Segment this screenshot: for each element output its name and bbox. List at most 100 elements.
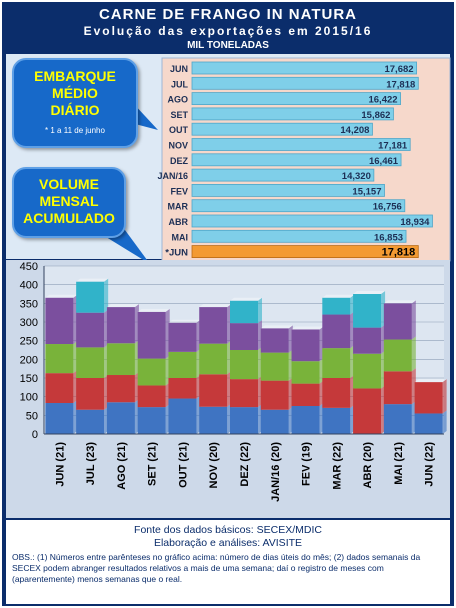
- monthly-bar-segment: [106, 375, 135, 403]
- daily-bar-value-label: 14,320: [342, 171, 371, 182]
- monthly-bar-segment: [291, 383, 320, 406]
- monthly-bar-segment: [137, 358, 166, 386]
- daily-bar-category-label: ABR: [169, 217, 189, 227]
- daily-bar: [191, 122, 373, 136]
- daily-bar-category-label: AGO: [167, 95, 188, 105]
- monthly-bar-segment: [168, 378, 197, 399]
- daily-average-callout: EMBARQUE MÉDIO DIÁRIO * 1 a 11 de junho: [12, 58, 138, 148]
- monthly-bar-segment-side: [442, 410, 447, 434]
- daily-bar-value-label: 16,853: [374, 232, 403, 243]
- unit-label: MIL TONELADAS: [187, 40, 269, 51]
- monthly-bar-segment: [168, 398, 197, 434]
- monthly-bar-segment: [230, 323, 258, 350]
- monthly-bar-top: [168, 319, 201, 323]
- monthly-x-category-label: DEZ (22): [239, 442, 251, 487]
- monthly-bar-top: [322, 294, 355, 298]
- analysis-note: Elaboração e análises: AVISITE: [153, 537, 303, 549]
- daily-bar-value-label: 15,157: [352, 186, 381, 197]
- daily-bar-category-label: SET: [170, 110, 188, 120]
- daily-bar-category-label: JAN/16: [157, 171, 188, 181]
- daily-bar-category-label: NOV: [168, 141, 188, 151]
- monthly-bar-segment: [199, 406, 228, 434]
- monthly-y-tick-label: 300: [20, 317, 38, 329]
- daily-bar: [191, 153, 402, 167]
- monthly-bar-segment: [76, 312, 105, 348]
- daily-bar-value-label: 17,818: [382, 247, 416, 259]
- daily-bar: [191, 168, 375, 182]
- source-note: Fonte dos dados básicos: SECEX/MDIC: [134, 524, 322, 536]
- monthly-bar-segment: [291, 361, 320, 384]
- monthly-bar-segment: [45, 403, 74, 434]
- monthly-bar-segment: [322, 348, 351, 378]
- monthly-x-category-label: FEV (19): [301, 442, 313, 486]
- monthly-bar-segment: [414, 413, 443, 434]
- monthly-bar-segment: [383, 371, 412, 405]
- monthly-x-category-label: OUT (21): [177, 442, 189, 488]
- monthly-bar-segment: [383, 339, 412, 372]
- daily-bar-category-label: MAI: [172, 232, 189, 242]
- monthly-bar-top: [45, 294, 78, 298]
- monthly-bar-segment: [260, 380, 289, 410]
- monthly-bar-segment: [383, 404, 412, 434]
- monthly-bar-segment: [230, 300, 258, 324]
- monthly-bar-top: [353, 291, 386, 294]
- daily-bar-value-label: 15,862: [361, 110, 390, 121]
- monthly-bar-segment: [137, 311, 166, 359]
- monthly-y-tick-label: 350: [20, 298, 38, 310]
- monthly-bar-top: [106, 304, 139, 308]
- daily-bar: [191, 183, 385, 197]
- monthly-bar-segment: [45, 344, 74, 374]
- monthly-callout-line2: MENSAL: [39, 193, 99, 209]
- monthly-bar-top: [230, 297, 262, 301]
- monthly-x-category-label: NOV (20): [208, 442, 220, 489]
- daily-bar-category-label: JUN: [170, 64, 188, 74]
- monthly-bar-segment: [414, 382, 443, 414]
- monthly-volume-callout: VOLUME MENSAL ACUMULADO: [12, 167, 126, 238]
- daily-bar: [191, 245, 419, 259]
- monthly-bar-segment: [168, 351, 197, 378]
- daily-bar: [191, 229, 407, 243]
- monthly-y-tick-label: 250: [20, 336, 38, 348]
- daily-bar: [191, 199, 406, 213]
- daily-callout-line1: EMBARQUE: [34, 68, 116, 84]
- monthly-bar-top: [383, 300, 416, 304]
- daily-bar-category-label: DEZ: [170, 156, 189, 166]
- monthly-bar-segment: [76, 281, 105, 313]
- monthly-bar-top: [414, 379, 447, 383]
- monthly-bar-segment: [260, 352, 289, 381]
- monthly-bar-segment: [168, 322, 197, 352]
- monthly-x-category-label: AGO (21): [116, 442, 128, 490]
- page-title: CARNE DE FRANGO IN NATURA: [98, 6, 358, 23]
- monthly-bar-segment: [322, 314, 351, 349]
- daily-bar: [191, 92, 401, 105]
- monthly-callout-line3: ACUMULADO: [23, 210, 115, 226]
- monthly-x-category-label: SET (21): [147, 442, 159, 486]
- daily-bar-category-label: *JUN: [165, 248, 188, 259]
- daily-bar-value-label: 16,422: [368, 95, 397, 106]
- footer-notes: Fonte dos dados básicos: SECEX/MDIC Elab…: [6, 520, 450, 604]
- daily-bar-value-label: 17,818: [386, 79, 415, 90]
- monthly-bar-segment: [45, 373, 74, 404]
- monthly-bar-segment: [322, 407, 351, 434]
- monthly-bar-segment-side: [411, 336, 416, 372]
- daily-bar-value-label: 16,756: [373, 202, 402, 213]
- monthly-bar-segment-side: [104, 278, 109, 313]
- monthly-bar-top: [76, 278, 109, 282]
- daily-bar-category-label: OUT: [169, 125, 189, 135]
- daily-bar: [191, 107, 394, 121]
- monthly-bar-segment: [230, 350, 258, 380]
- monthly-bar-segment-side: [411, 300, 416, 340]
- monthly-bar-top: [291, 326, 324, 330]
- monthly-bar-segment: [353, 353, 382, 389]
- monthly-bar-segment: [137, 407, 166, 434]
- monthly-bar-segment: [291, 406, 320, 434]
- monthly-y-tick-label: 400: [20, 280, 38, 292]
- monthly-y-tick-label: 200: [20, 354, 38, 366]
- monthly-x-category-label: JUN (22): [424, 442, 436, 487]
- monthly-y-tick-label: 0: [32, 429, 38, 441]
- monthly-bar-top: [199, 304, 232, 308]
- daily-bar-category-label: MAR: [168, 202, 189, 212]
- daily-callout-line2: MÉDIO: [52, 85, 98, 101]
- monthly-bar-segment: [106, 402, 135, 434]
